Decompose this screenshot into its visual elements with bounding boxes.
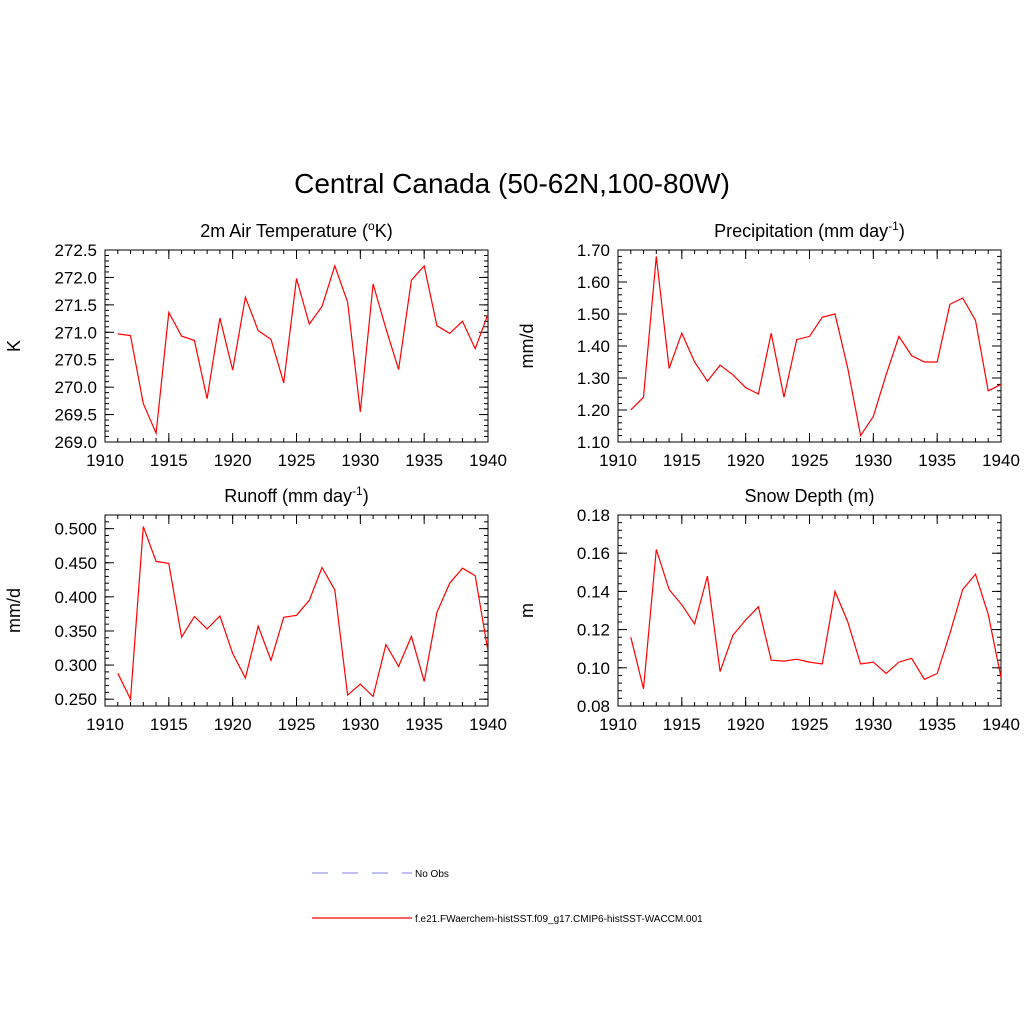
panel-1-title-main: 2m Air Temperature ( — [200, 221, 368, 241]
panel-2: 1910 1915 1920 1925 1930 1935 1940 1.10 1.20 1.30… — [517, 219, 1020, 470]
panel-2-ylabel: mm/d — [517, 324, 537, 369]
legend: No Obs f.e21.FWaerchem-histSST.f09_g17.CM… — [312, 869, 703, 925]
panel-1-ytick-label: 271.0 — [54, 323, 97, 342]
panel-4-xtick-label: 1920 — [727, 715, 765, 734]
panel-4-ytick-label: 0.18 — [577, 506, 610, 525]
panel-4-xtick-label: 1925 — [791, 715, 829, 734]
panel-4-xtick-label: 1935 — [918, 715, 956, 734]
panel-1-ytick-label: 269.0 — [54, 433, 97, 452]
panel-4-ytick-label: 0.10 — [577, 659, 610, 678]
panel-3-ytick-label: 0.300 — [54, 656, 97, 675]
panel-1-ylabel: K — [4, 340, 24, 352]
panel-2-xtick-label: 1935 — [918, 451, 956, 470]
panel-1-xtick-label: 1915 — [150, 451, 188, 470]
panel-1-xtick-label: 1920 — [214, 451, 252, 470]
panel-1-title: 2m Air Temperature (oK) — [200, 219, 392, 241]
panel-1-xtick-label: 1940 — [469, 451, 507, 470]
panel-3-ytick-label: 0.350 — [54, 622, 97, 641]
legend-model-label: f.e21.FWaerchem-histSST.f09_g17.CMIP6-hi… — [415, 914, 703, 925]
panel-2-ytick-label: 1.10 — [577, 433, 610, 452]
panel-4-ylabel: m — [517, 603, 537, 618]
panel-2-xtick-label: 1910 — [599, 451, 637, 470]
panel-2-ytick-label: 1.70 — [577, 241, 610, 260]
panel-1-ytick-label: 270.0 — [54, 378, 97, 397]
panel-1-ytick-label: 271.5 — [54, 296, 97, 315]
panel-1-xtick-label: 1925 — [278, 451, 316, 470]
panel-1-ytick-label: 272.0 — [54, 268, 97, 287]
panel-3-ylabel: mm/d — [4, 588, 24, 633]
panel-1: 1910 1915 1920 1925 1930 1935 1940 269.0 269.5 27… — [4, 219, 507, 470]
panel-2-xtick-label: 1940 — [982, 451, 1020, 470]
panel-4-ytick-label: 0.14 — [577, 582, 610, 601]
panel-3-ytick-label: 0.500 — [54, 520, 97, 539]
panel-3-title: Runoff (mm day-1) — [224, 484, 368, 506]
panel-1-ytick-label: 272.5 — [54, 241, 97, 260]
panel-2-ytick-label: 1.30 — [577, 369, 610, 388]
panel-2-ytick-label: 1.20 — [577, 401, 610, 420]
legend-no-obs-label: No Obs — [415, 869, 449, 880]
panel-2-ytick-label: 1.50 — [577, 305, 610, 324]
panel-3-title-main: Runoff (mm day — [224, 486, 352, 506]
panel-4-ytick-label: 0.16 — [577, 544, 610, 563]
panel-3-xtick-label: 1910 — [86, 715, 124, 734]
panel-1-title-sup: o — [368, 219, 375, 233]
figure-title: Central Canada (50-62N,100-80W) — [294, 168, 730, 199]
panel-3-xtick-label: 1915 — [150, 715, 188, 734]
panel-2-xtick-label: 1915 — [663, 451, 701, 470]
panel-2-xtick-label: 1925 — [791, 451, 829, 470]
panel-4-xtick-label: 1940 — [982, 715, 1020, 734]
panel-3-series-line — [117, 526, 488, 702]
panel-1-title-end: K) — [375, 221, 393, 241]
panel-2-xtick-label: 1930 — [854, 451, 892, 470]
panel-2-title: Precipitation (mm day-1) — [714, 219, 905, 241]
panel-2-ytick-label: 1.60 — [577, 273, 610, 292]
panel-2-frame — [617, 249, 1002, 443]
panel-4-frame — [617, 514, 1002, 707]
panel-4-xtick-label: 1910 — [599, 715, 637, 734]
panel-3: 1910 1915 1920 1925 1930 1935 1940 0.250 0.300 0.… — [4, 484, 507, 734]
panel-2-xtick-label: 1920 — [727, 451, 765, 470]
panel-4-ytick-label: 0.12 — [577, 621, 610, 640]
panel-1-series-line — [117, 264, 488, 436]
panel-3-xtick-label: 1940 — [469, 715, 507, 734]
panel-3-title-sup: -1 — [352, 484, 363, 498]
panel-4-title: Snow Depth (m) — [744, 486, 874, 506]
panel-4-title-main: Snow Depth (m) — [744, 486, 874, 506]
panel-1-ytick-label: 269.5 — [54, 406, 97, 425]
panel-2-ytick-label: 1.40 — [577, 337, 610, 356]
panel-4-xtick-label: 1915 — [663, 715, 701, 734]
panel-4-series-line — [630, 549, 1001, 689]
panel-4: 1910 1915 1920 1925 1930 1935 1940 0.08 0.10 0.12… — [517, 486, 1020, 734]
panel-2-title-main: Precipitation (mm day — [714, 221, 888, 241]
panel-3-ytick-label: 0.450 — [54, 554, 97, 573]
panel-2-title-sup: -1 — [888, 219, 899, 233]
panel-4-ytick-label: 0.08 — [577, 697, 610, 716]
panel-3-frame — [104, 514, 489, 707]
panel-4-xtick-label: 1930 — [854, 715, 892, 734]
panel-3-title-end: ) — [363, 486, 369, 506]
panel-2-title-end: ) — [899, 221, 905, 241]
panel-3-xtick-label: 1925 — [278, 715, 316, 734]
panel-3-xtick-label: 1935 — [405, 715, 443, 734]
panel-1-xtick-label: 1930 — [341, 451, 379, 470]
panel-3-xtick-label: 1920 — [214, 715, 252, 734]
panel-1-xtick-label: 1910 — [86, 451, 124, 470]
panel-1-xtick-label: 1935 — [405, 451, 443, 470]
panel-1-ytick-label: 270.5 — [54, 351, 97, 370]
panel-2-series-line — [630, 256, 1001, 438]
panel-3-xtick-label: 1930 — [341, 715, 379, 734]
panel-3-ytick-label: 0.250 — [54, 690, 97, 709]
panel-3-ytick-label: 0.400 — [54, 588, 97, 607]
